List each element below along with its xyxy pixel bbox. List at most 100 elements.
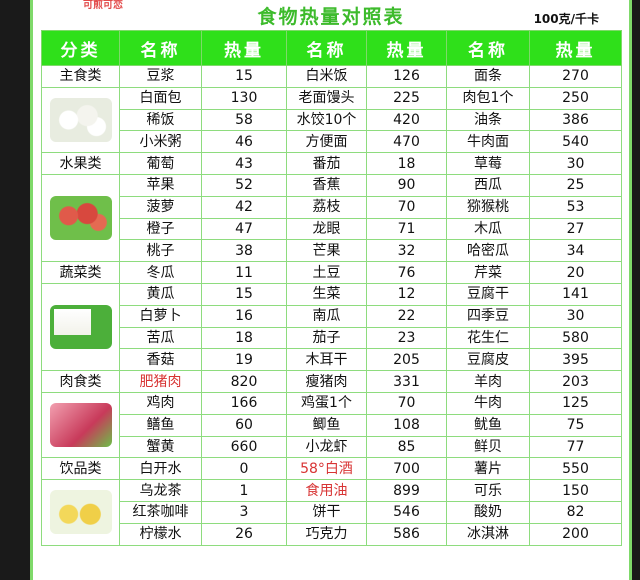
food-name: 白米饭 [286, 65, 367, 88]
category-label: 饮品类 [41, 457, 120, 481]
table-row: 菠萝 42 荔枝 70 猕猴桃 53 [42, 195, 622, 219]
calorie-value: 23 [366, 326, 447, 350]
table-row: 柠檬水 26 巧克力 586 冰淇淋 200 [42, 522, 622, 546]
calorie-value: 26 [201, 522, 287, 546]
food-name: 木耳干 [286, 348, 367, 372]
calorie-value: 15 [201, 65, 287, 88]
table-row: 乌龙茶 1 食用油 899 可乐 150 [41, 479, 622, 546]
calorie-value: 550 [529, 457, 622, 481]
food-name: 白开水 [119, 457, 202, 481]
food-name: 香菇 [119, 348, 202, 372]
calorie-value: 43 [201, 152, 287, 175]
lemon-slices-image [49, 490, 112, 535]
food-name: 柠檬水 [119, 522, 202, 546]
food-name: 菠萝 [119, 195, 202, 219]
food-name: 乌龙茶 [119, 479, 202, 502]
calorie-table: 分类 名称 热量 名称 热量 名称 热量 主食类 豆浆 15 白米饭 126 面条 270 白面包 130 老… [41, 30, 622, 546]
food-name: 鳝鱼 [119, 413, 202, 437]
calorie-value: 30 [529, 304, 622, 328]
calorie-value: 18 [366, 152, 447, 175]
calorie-value: 11 [201, 261, 287, 284]
calorie-value: 38 [201, 239, 287, 263]
food-name: 豆腐皮 [446, 348, 530, 372]
food-name: 红茶咖啡 [119, 500, 202, 524]
calorie-value: 1 [201, 479, 287, 502]
food-name: 橙子 [119, 217, 202, 241]
brand-logo: 可煎可恋 [83, 0, 123, 11]
category-label: 蔬菜类 [41, 261, 120, 284]
category-image-cell [41, 173, 120, 263]
calorie-value: 53 [529, 195, 622, 219]
calorie-value: 203 [529, 370, 622, 393]
calorie-value: 141 [529, 282, 622, 306]
calorie-value: 660 [201, 435, 287, 459]
table-row: 蟹黄 660 小龙虾 85 鲜贝 77 [42, 435, 622, 459]
table-row: 白萝卜 16 南瓜 22 四季豆 30 [42, 304, 622, 328]
category-image-cell [41, 86, 120, 154]
calorie-value: 3 [201, 500, 287, 524]
calorie-sheet: 可煎可恋 食物热量对照表 100克/千卡 分类 名称 热量 名称 热量 名称 热量 主食类豆… [30, 0, 632, 580]
food-name: 鸡肉 [119, 391, 202, 415]
food-name: 木瓜 [446, 217, 530, 241]
calorie-value: 15 [201, 282, 287, 306]
food-name: 龙眼 [286, 217, 367, 241]
calorie-value: 60 [201, 413, 287, 437]
column-header: 名称 [119, 30, 202, 66]
calorie-value: 250 [529, 86, 622, 110]
food-name: 冬瓜 [119, 261, 202, 284]
table-row: 鸡肉 166 鸡蛋1个 70 牛肉 125 [41, 391, 622, 459]
calorie-value: 85 [366, 435, 447, 459]
food-name: 生菜 [286, 282, 367, 306]
calorie-value: 25 [529, 173, 622, 197]
food-name: 薯片 [446, 457, 530, 481]
header-row: 分类 名称 热量 名称 热量 名称 热量 [41, 30, 622, 66]
category-label: 肉食类 [41, 370, 120, 393]
food-name: 土豆 [286, 261, 367, 284]
calorie-value: 90 [366, 173, 447, 197]
page-title: 食物热量对照表 [257, 6, 405, 28]
calorie-value: 125 [529, 391, 622, 415]
calorie-value: 130 [201, 86, 287, 110]
calorie-value: 18 [201, 326, 287, 350]
food-name: 可乐 [446, 479, 530, 502]
food-name: 西瓜 [446, 173, 530, 197]
calorie-value: 899 [366, 479, 447, 502]
food-name: 鲜贝 [446, 435, 530, 459]
food-name: 荔枝 [286, 195, 367, 219]
calorie-value: 70 [366, 391, 447, 415]
calorie-value: 47 [201, 217, 287, 241]
table-row: 白面包 130 老面馒头 225 肉包1个 250 [41, 86, 622, 154]
calorie-value: 108 [366, 413, 447, 437]
food-name: 饼干 [286, 500, 367, 524]
calorie-value: 166 [201, 391, 287, 415]
calorie-value: 52 [201, 173, 287, 197]
food-name: 葡萄 [119, 152, 202, 175]
calorie-value: 32 [366, 239, 447, 263]
food-name: 鱿鱼 [446, 413, 530, 437]
food-name: 蟹黄 [119, 435, 202, 459]
calorie-value: 30 [529, 152, 622, 175]
food-name: 面条 [446, 65, 530, 88]
food-name: 花生仁 [446, 326, 530, 350]
calorie-value: 540 [529, 130, 622, 154]
table-row: 主食类 豆浆 15 白米饭 126 面条 270 [41, 65, 622, 88]
food-name: 草莓 [446, 152, 530, 175]
calorie-value: 225 [366, 86, 447, 110]
table-row: 橙子 47 龙眼 71 木瓜 27 [42, 217, 622, 241]
category-label: 主食类 [41, 65, 120, 88]
food-name: 牛肉 [446, 391, 530, 415]
calorie-value: 19 [201, 348, 287, 372]
column-header: 热量 [529, 30, 622, 66]
calorie-value: 420 [366, 108, 447, 132]
food-name: 茄子 [286, 326, 367, 350]
food-name: 南瓜 [286, 304, 367, 328]
calorie-value: 0 [201, 457, 287, 481]
food-name: 芹菜 [446, 261, 530, 284]
food-name: 苹果 [119, 173, 202, 197]
food-name: 小龙虾 [286, 435, 367, 459]
category-label: 水果类 [41, 152, 120, 175]
calorie-value: 386 [529, 108, 622, 132]
calorie-value: 700 [366, 457, 447, 481]
table-row: 水果类 葡萄 43 番茄 18 草莓 30 [41, 152, 622, 175]
table-row: 稀饭 58 水饺10个 420 油条 386 [42, 108, 622, 132]
